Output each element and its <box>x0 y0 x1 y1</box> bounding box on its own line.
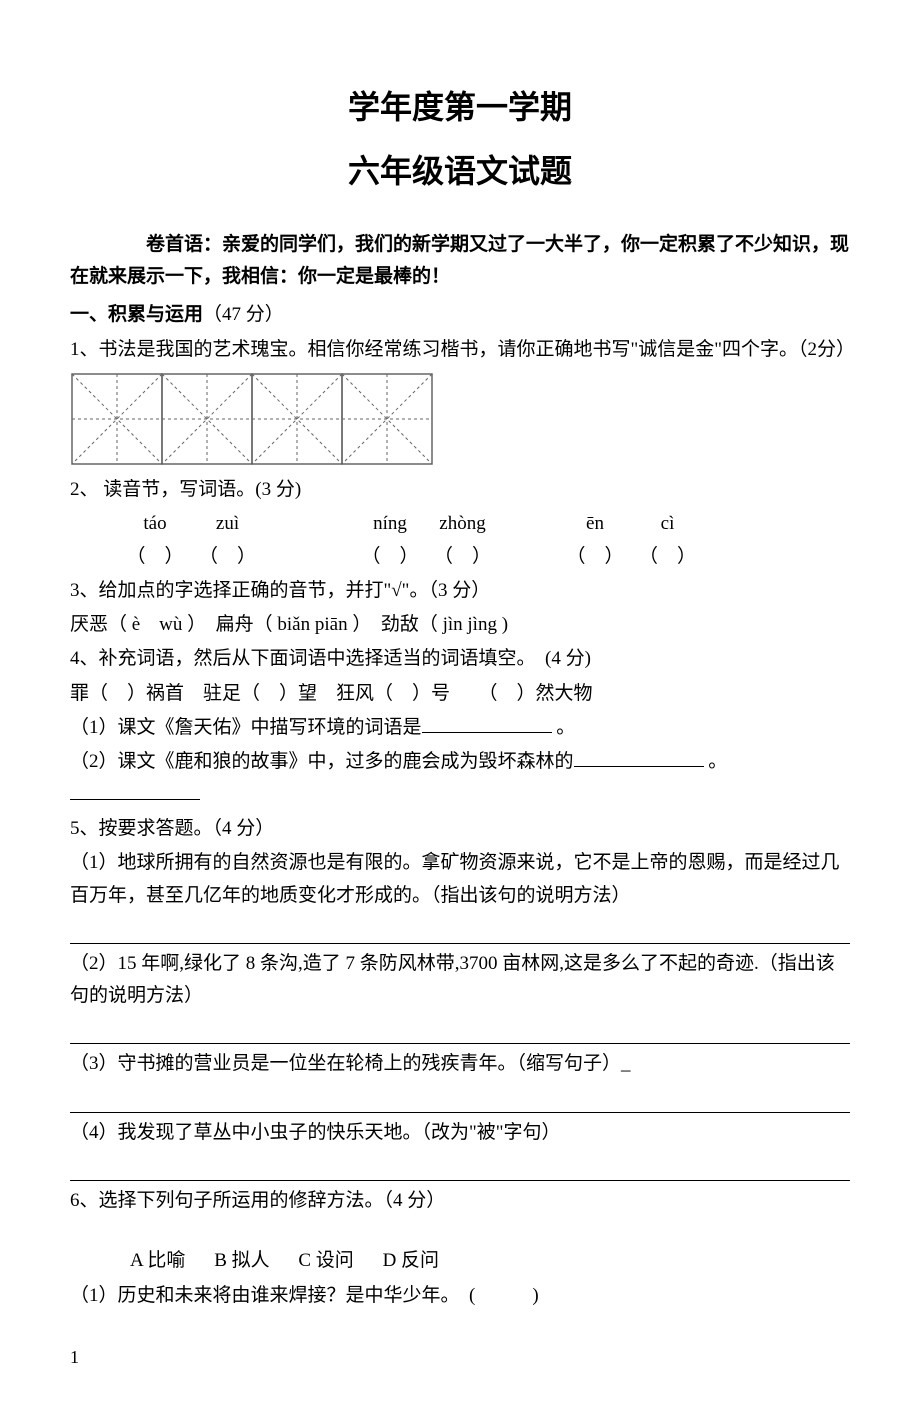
question-5-p3: （3）守书摊的营业员是一位坐在轮椅上的残疾青年。（缩写句子）_ <box>70 1048 850 1080</box>
title-line-2: 六年级语文试题 <box>70 144 850 198</box>
pinyin-5: ēn <box>560 508 630 540</box>
title-block: 学年度第一学期 六年级语文试题 <box>70 80 850 199</box>
question-4-head: 4、补充词语，然后从下面词语中选择适当的词语填空。 (4 分) <box>70 643 850 675</box>
pinyin-4: zhòng <box>425 508 500 540</box>
question-1: 1、书法是我国的艺术瑰宝。相信你经常练习楷书，请你正确地书写"诚信是金"四个字。… <box>70 334 850 366</box>
paren-6: （ ） <box>630 541 705 573</box>
practice-grid <box>70 372 850 468</box>
question-4-line3: （2）课文《鹿和狼的故事》中，过多的鹿会成为毁坏森林的 。 <box>70 746 850 811</box>
answer-line <box>70 916 850 944</box>
q4-l2b: 。 <box>552 717 576 738</box>
preface: 卷首语：亲爱的同学们，我们的新学期又过了一大半了，你一定积累了不少知识，现 在就… <box>70 229 850 294</box>
question-5-p2: （2）15 年啊,绿化了 8 条沟,造了 7 条防风林带,3700 亩林网,这是… <box>70 948 850 1013</box>
question-2-pinyin-row: táo zuì níng zhòng ēn cì <box>70 508 850 540</box>
choice-b: B 拟人 <box>214 1250 269 1271</box>
pinyin-3: níng <box>355 508 425 540</box>
question-5-head: 5、按要求答题。（4 分） <box>70 813 850 845</box>
answer-line <box>70 1016 850 1044</box>
title-line-1: 学年度第一学期 <box>70 80 850 134</box>
question-5-p1: （1）地球所拥有的自然资源也是有限的。拿矿物资源来说，它不是上帝的恩赐，而是经过… <box>70 847 850 912</box>
paren-2: （ ） <box>190 541 265 573</box>
question-6-head: 6、选择下列句子所运用的修辞方法。（4 分） <box>70 1185 850 1217</box>
paren-5: （ ） <box>560 541 630 573</box>
question-3-head: 3、给加点的字选择正确的音节，并打"√"。（3 分） <box>70 575 850 607</box>
question-3-body: 厌恶（ è wù ） 扁舟（ biǎn piān ） 劲敌（ jìn jìng … <box>70 609 850 641</box>
pinyin-6: cì <box>630 508 705 540</box>
question-5-p4: （4）我发现了草丛中小虫子的快乐天地。（改为"被"字句） <box>70 1117 850 1149</box>
answer-line <box>70 1085 850 1113</box>
blank-fill <box>70 781 200 800</box>
paren-1: （ ） <box>120 541 190 573</box>
q4-l3b: 。 <box>704 751 728 772</box>
preface-line-1: 卷首语：亲爱的同学们，我们的新学期又过了一大半了，你一定积累了不少知识，现 <box>70 229 850 261</box>
paren-4: （ ） <box>425 541 500 573</box>
choice-a: A 比喻 <box>130 1250 185 1271</box>
section-1-points: （47 分） <box>203 304 284 325</box>
question-4-line1: 罪（ ）祸首 驻足（ ）望 狂风（ ）号 （ ）然大物 <box>70 678 850 710</box>
section-1-heading: 一、积累与运用（47 分） <box>70 299 850 331</box>
answer-line <box>70 1153 850 1181</box>
preface-line-2: 在就来展示一下，我相信：你一定是最棒的！ <box>70 266 450 287</box>
question-6-choices: A 比喻 B 拟人 C 设问 D 反问 <box>70 1245 850 1277</box>
page-number: 1 <box>70 1342 850 1373</box>
paren-3: （ ） <box>355 541 425 573</box>
q4-l2a: （1）课文《詹天佑》中描写环境的词语是 <box>70 717 422 738</box>
choice-d: D 反问 <box>383 1250 439 1271</box>
question-2-head: 2、 读音节，写词语。(3 分) <box>70 474 850 506</box>
question-6-p1: （1）历史和未来将由谁来焊接？是中华少年。 ( ) <box>70 1280 850 1312</box>
q4-l3a: （2）课文《鹿和狼的故事》中，过多的鹿会成为毁坏森林的 <box>70 751 574 772</box>
pinyin-2: zuì <box>190 508 265 540</box>
pinyin-1: táo <box>120 508 190 540</box>
question-2-paren-row: （ ） （ ） （ ） （ ） （ ） （ ） <box>70 541 850 573</box>
section-1-title: 一、积累与运用 <box>70 304 203 325</box>
question-4-line2: （1）课文《詹天佑》中描写环境的词语是 。 <box>70 712 850 744</box>
blank-fill <box>574 748 704 767</box>
blank-fill <box>422 714 552 733</box>
choice-c: C 设问 <box>298 1250 353 1271</box>
